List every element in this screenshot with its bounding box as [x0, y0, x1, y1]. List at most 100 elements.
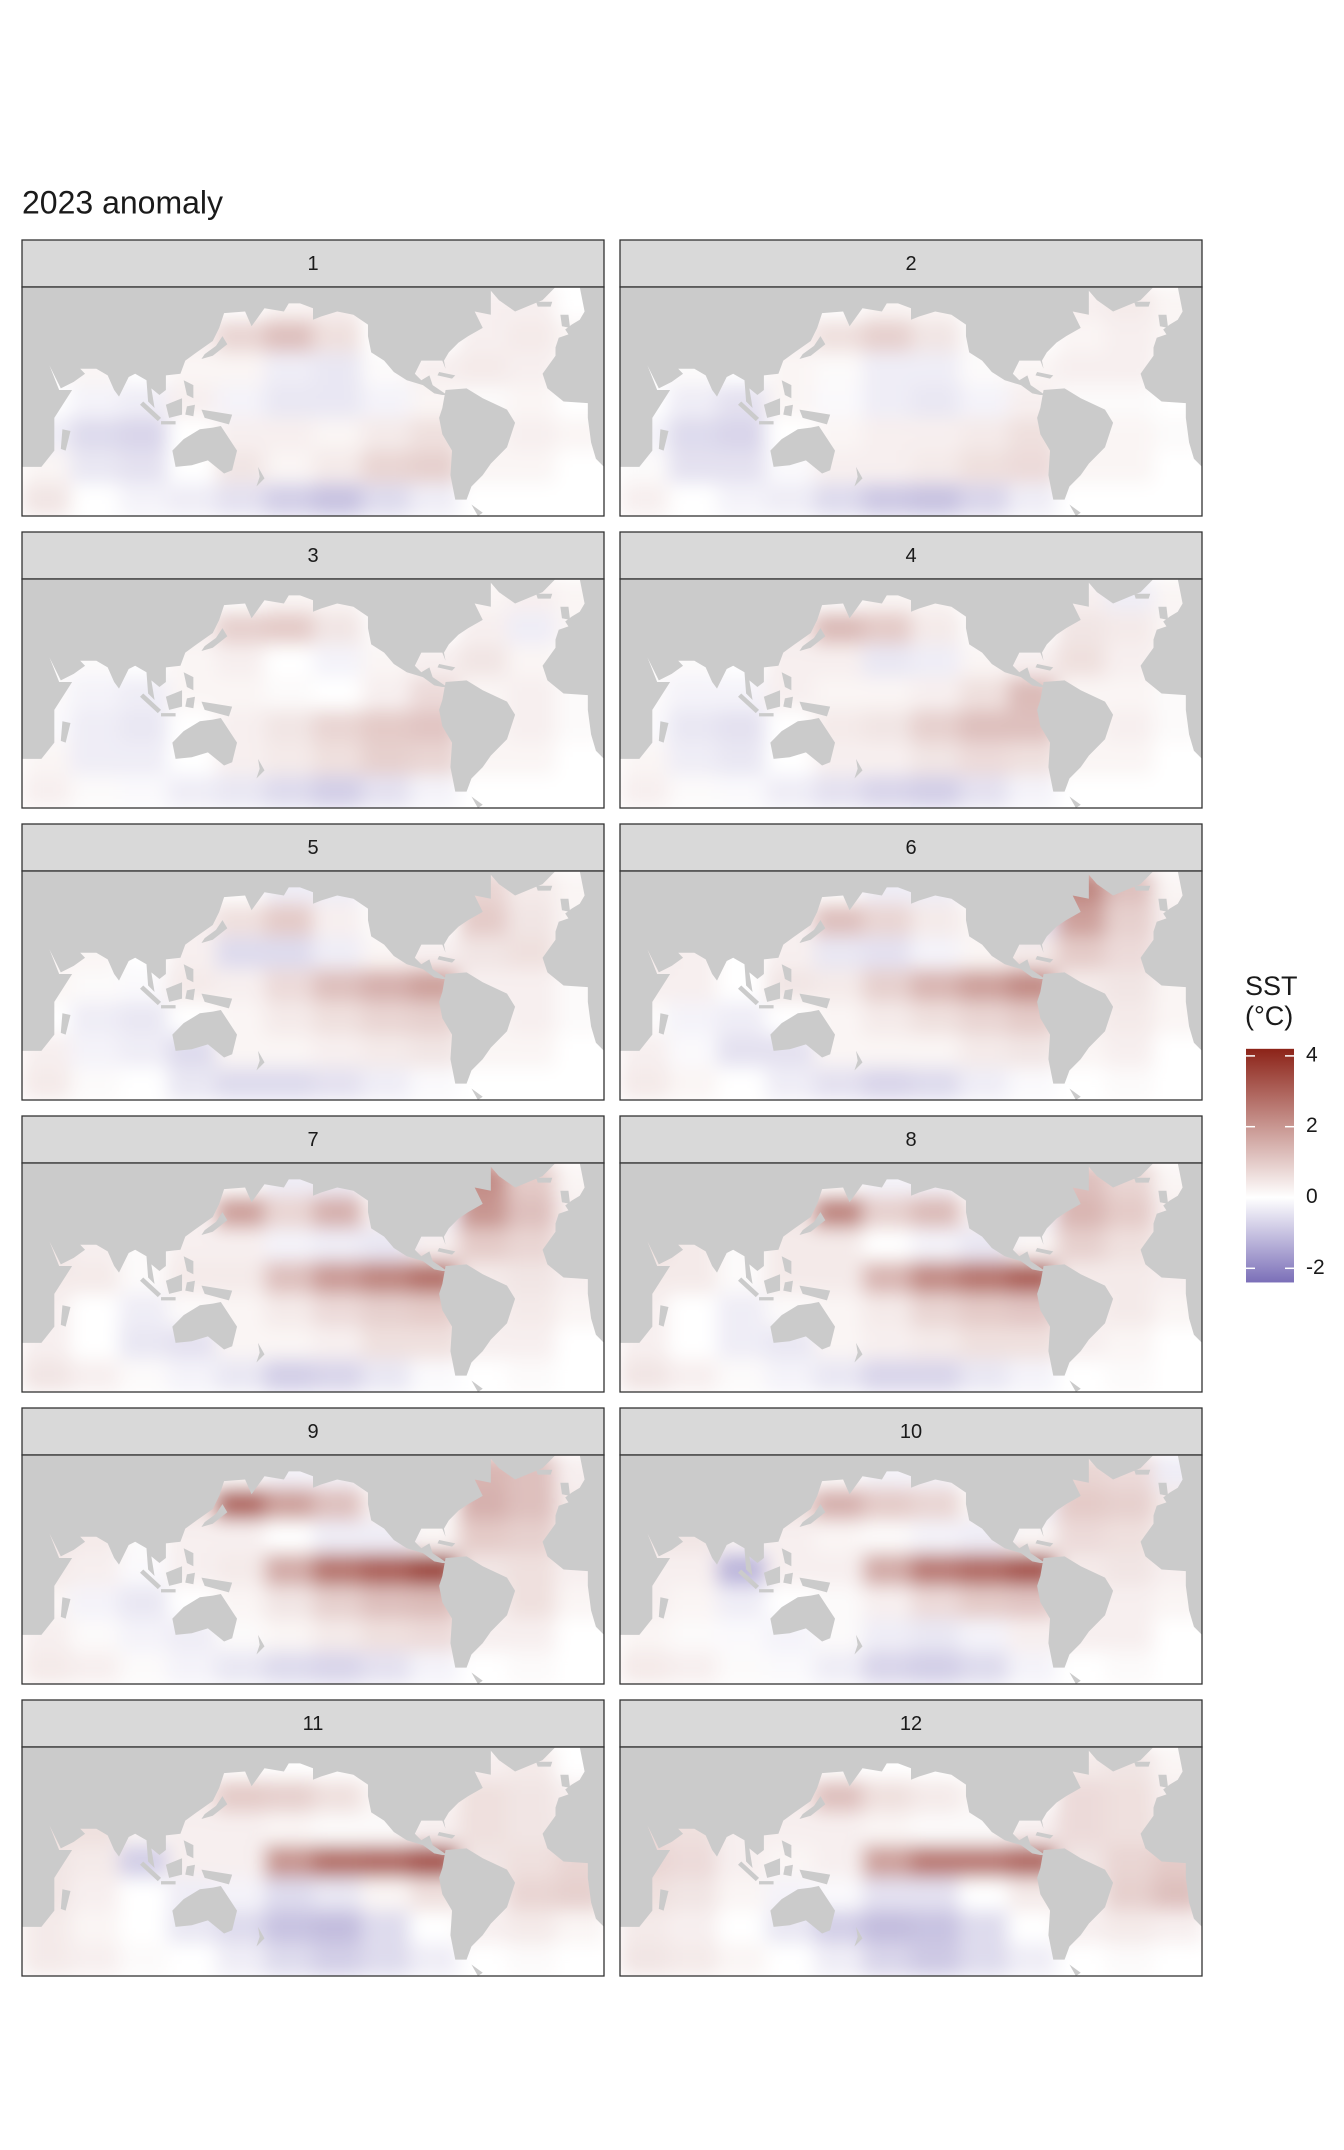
facet-label: 8	[905, 1129, 916, 1151]
facet-panel: 8	[619, 1115, 1203, 1393]
anomaly-cell	[216, 385, 265, 419]
anomaly-cell	[668, 1618, 718, 1652]
anomaly-cell	[814, 385, 863, 419]
anomaly-cell	[1105, 319, 1154, 353]
anomaly-cell	[959, 1326, 1009, 1360]
anomaly-cell	[361, 1359, 411, 1392]
anomaly-cell	[862, 1067, 912, 1100]
anomaly-cell	[507, 1261, 556, 1295]
facet-panel: 4	[619, 531, 1203, 809]
anomaly-cell	[119, 1877, 168, 1912]
anomaly-cell	[1105, 1034, 1154, 1068]
anomaly-cell	[911, 1812, 960, 1846]
anomaly-cell	[1105, 483, 1154, 516]
anomaly-cell	[1105, 1779, 1154, 1813]
anomaly-cell	[313, 1487, 362, 1521]
anomaly-cell	[507, 969, 556, 1003]
anomaly-cell	[313, 1845, 362, 1879]
anomaly-cell	[70, 1618, 120, 1652]
anomaly-cell	[1105, 903, 1154, 937]
anomaly-cell	[313, 775, 362, 808]
panel-border	[21, 1162, 605, 1393]
anomaly-cell	[862, 1845, 912, 1879]
anomaly-cell	[216, 1845, 265, 1879]
anomaly-cell	[507, 483, 556, 516]
anomaly-cell	[264, 319, 314, 353]
anomaly-cell	[507, 1195, 556, 1229]
anomaly-cell	[410, 1943, 459, 1976]
anomaly-cell	[765, 1943, 815, 1976]
anomaly-cell	[862, 1487, 912, 1521]
facet-panel: 11	[21, 1699, 605, 1977]
anomaly-cell	[119, 1618, 168, 1652]
anomaly-cell	[458, 352, 508, 386]
anomaly-cell	[911, 1034, 960, 1068]
anomaly-cell	[862, 1877, 912, 1912]
anomaly-cell	[668, 1845, 718, 1879]
panel-border	[619, 870, 1203, 1101]
anomaly-cell	[668, 742, 718, 776]
anomaly-cell	[862, 450, 912, 484]
anomaly-cell	[313, 644, 362, 678]
anomaly-cell	[70, 709, 120, 744]
anomaly-cell	[361, 677, 411, 711]
anomaly-cell	[668, 1261, 718, 1295]
anomaly-cell	[911, 1845, 960, 1879]
anomaly-cell	[959, 1845, 1009, 1879]
facet-label: 5	[307, 837, 318, 859]
anomaly-cell	[814, 1228, 863, 1262]
anomaly-cell	[216, 1487, 265, 1521]
anomaly-cell	[911, 1228, 960, 1262]
anomaly-cell	[70, 483, 120, 516]
colorbar-tick-label: 2	[1306, 1114, 1318, 1137]
anomaly-cell	[717, 742, 766, 776]
anomaly-cell	[911, 1067, 960, 1100]
facet-label: 12	[900, 1713, 922, 1735]
anomaly-cell	[862, 1293, 912, 1328]
anomaly-cell	[216, 936, 265, 970]
anomaly-cell	[264, 903, 314, 937]
anomaly-cell	[313, 936, 362, 970]
anomaly-cell	[313, 611, 362, 645]
anomaly-cell	[911, 644, 960, 678]
anomaly-cell	[668, 677, 718, 711]
anomaly-cell	[119, 450, 168, 484]
anomaly-cell	[1105, 1651, 1154, 1684]
anomaly-cell	[1008, 1943, 1057, 1976]
anomaly-cell	[216, 1553, 265, 1587]
anomaly-cell	[911, 1779, 960, 1813]
anomaly-cell	[361, 1651, 411, 1684]
anomaly-cell	[119, 775, 168, 808]
anomaly-cell	[911, 969, 960, 1003]
anomaly-cell	[717, 1067, 766, 1100]
anomaly-cell	[361, 1910, 411, 1944]
facet-label: 3	[307, 545, 318, 567]
anomaly-cell	[507, 1585, 556, 1620]
anomaly-cell	[717, 775, 766, 808]
anomaly-cell	[264, 1293, 314, 1328]
anomaly-cell	[216, 1261, 265, 1295]
anomaly-cell	[507, 742, 556, 776]
anomaly-cell	[1153, 483, 1202, 516]
anomaly-cell	[862, 742, 912, 776]
anomaly-cell	[1105, 677, 1154, 711]
anomaly-cell	[862, 1326, 912, 1360]
anomaly-cell	[1105, 969, 1154, 1003]
anomaly-cell	[668, 1553, 718, 1587]
facet-strip	[21, 531, 605, 580]
anomaly-cell	[911, 352, 960, 386]
anomaly-cell	[313, 1651, 362, 1684]
anomaly-cell	[313, 969, 362, 1003]
anomaly-cell	[216, 1359, 265, 1392]
anomaly-cell	[216, 969, 265, 1003]
anomaly-cell	[668, 1067, 718, 1100]
anomaly-cell	[717, 417, 766, 452]
anomaly-cell	[313, 1001, 362, 1036]
anomaly-cell	[911, 1359, 960, 1392]
anomaly-cell	[70, 1359, 120, 1392]
anomaly-cell	[264, 1359, 314, 1392]
panel-border	[21, 1746, 605, 1977]
anomaly-cell	[959, 417, 1009, 452]
anomaly-cell	[862, 1520, 912, 1554]
